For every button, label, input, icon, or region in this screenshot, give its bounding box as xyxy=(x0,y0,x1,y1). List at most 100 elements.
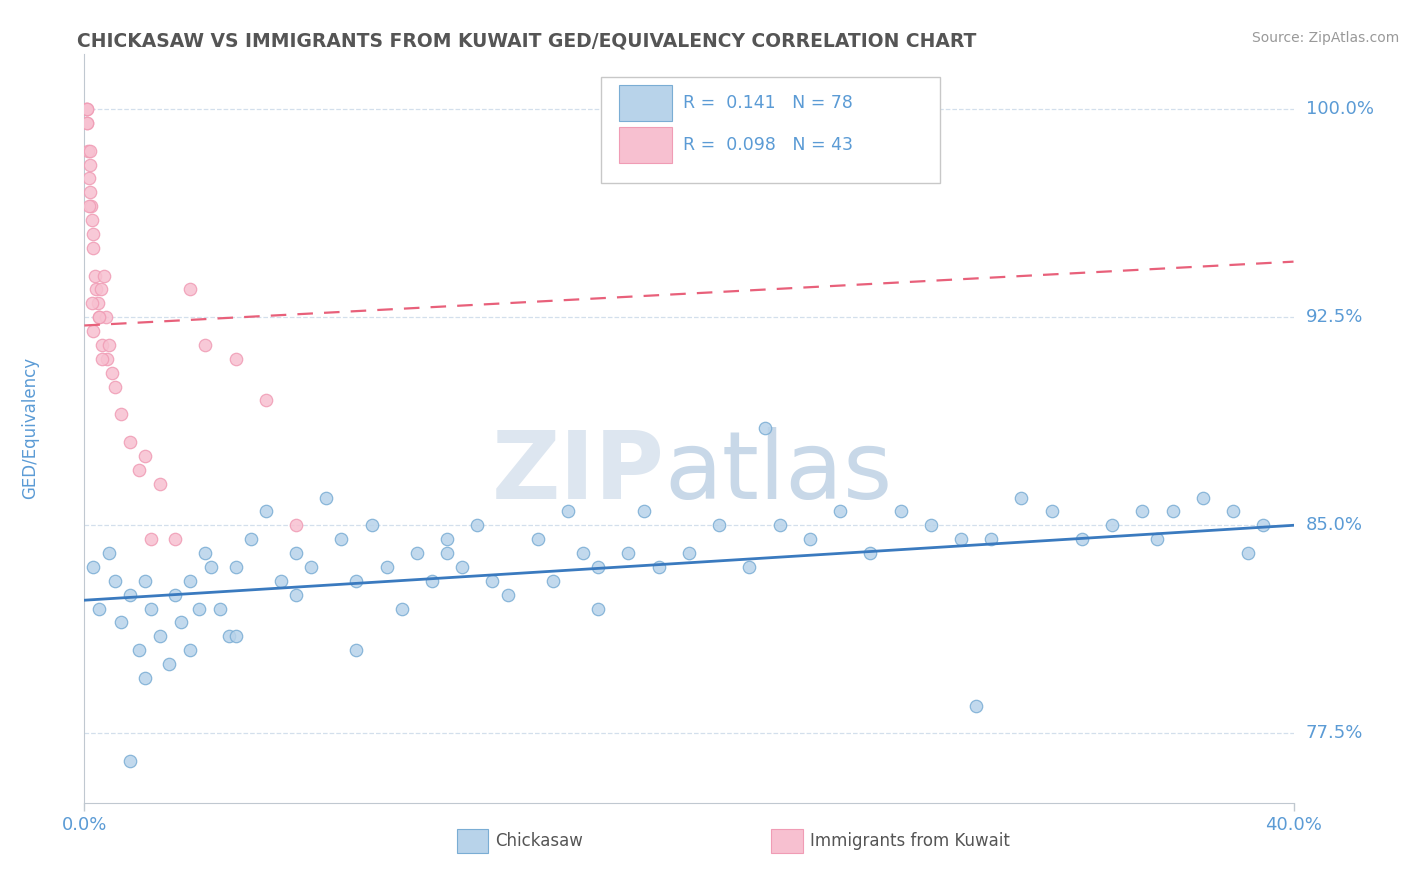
Point xyxy=(110,615,132,630)
Point xyxy=(77,171,100,186)
Point xyxy=(165,532,187,546)
Point xyxy=(1071,532,1094,546)
Text: Source: ZipAtlas.com: Source: ZipAtlas.com xyxy=(1251,31,1399,45)
Point xyxy=(188,601,211,615)
Point xyxy=(254,504,277,518)
Point xyxy=(79,186,101,200)
Point xyxy=(769,518,792,533)
Point xyxy=(225,560,247,574)
Point xyxy=(97,546,120,560)
Point xyxy=(709,518,731,533)
Point xyxy=(77,199,100,213)
Text: Chickasaw: Chickasaw xyxy=(495,832,583,850)
Point xyxy=(406,546,429,560)
Point xyxy=(194,338,217,352)
Point xyxy=(149,476,172,491)
Point xyxy=(94,310,117,325)
Point xyxy=(830,504,852,518)
Point xyxy=(118,754,141,768)
Point xyxy=(588,601,610,615)
Point xyxy=(588,560,610,574)
Point xyxy=(225,351,247,366)
Point xyxy=(194,546,217,560)
Point xyxy=(89,310,111,325)
Point xyxy=(76,102,98,116)
Text: Immigrants from Kuwait: Immigrants from Kuwait xyxy=(810,832,1010,850)
Point xyxy=(617,546,640,560)
Point xyxy=(1253,518,1275,533)
Point xyxy=(110,407,132,421)
Text: 77.5%: 77.5% xyxy=(1306,724,1362,742)
Point xyxy=(82,227,104,241)
Point xyxy=(890,504,912,518)
Point xyxy=(218,629,240,643)
Point xyxy=(1222,504,1244,518)
Point xyxy=(391,601,413,615)
Point xyxy=(1101,518,1123,533)
Point xyxy=(134,449,156,463)
Point xyxy=(738,560,761,574)
Point xyxy=(330,532,353,546)
Point xyxy=(100,366,122,380)
Point xyxy=(648,560,671,574)
Point xyxy=(527,532,550,546)
Point xyxy=(1237,546,1260,560)
FancyBboxPatch shape xyxy=(457,829,488,853)
Point xyxy=(1040,504,1063,518)
Point xyxy=(87,296,110,310)
Point xyxy=(1132,504,1154,518)
Point xyxy=(86,282,108,296)
Point xyxy=(80,213,103,227)
Text: ZIP: ZIP xyxy=(492,427,665,519)
Text: R =  0.098   N = 43: R = 0.098 N = 43 xyxy=(683,136,853,153)
Point xyxy=(1192,491,1215,505)
Point xyxy=(89,601,111,615)
Point xyxy=(165,588,187,602)
Point xyxy=(541,574,564,588)
Point xyxy=(1146,532,1168,546)
Point xyxy=(80,296,103,310)
Text: CHICKASAW VS IMMIGRANTS FROM KUWAIT GED/EQUIVALENCY CORRELATION CHART: CHICKASAW VS IMMIGRANTS FROM KUWAIT GED/… xyxy=(77,31,977,50)
Point xyxy=(96,351,118,366)
Point xyxy=(79,157,101,171)
FancyBboxPatch shape xyxy=(600,78,941,183)
Point xyxy=(270,574,292,588)
Point xyxy=(572,546,595,560)
Point xyxy=(254,393,277,408)
Point xyxy=(91,351,114,366)
Point xyxy=(76,116,98,130)
Point xyxy=(225,629,247,643)
Point xyxy=(76,116,98,130)
Point xyxy=(209,601,232,615)
Point xyxy=(118,435,141,450)
Text: 92.5%: 92.5% xyxy=(1306,308,1362,326)
Point xyxy=(285,546,308,560)
Point xyxy=(75,102,97,116)
Point xyxy=(239,532,262,546)
Point xyxy=(678,546,700,560)
Point xyxy=(82,324,104,338)
Point xyxy=(315,491,337,505)
Point xyxy=(157,657,180,671)
Point xyxy=(84,268,107,283)
Point xyxy=(451,560,474,574)
Point xyxy=(149,629,172,643)
Point xyxy=(90,282,112,296)
FancyBboxPatch shape xyxy=(619,86,672,121)
Point xyxy=(82,241,104,255)
Point xyxy=(93,268,115,283)
Point xyxy=(420,574,443,588)
Text: 100.0%: 100.0% xyxy=(1306,100,1374,118)
Text: R =  0.141   N = 78: R = 0.141 N = 78 xyxy=(683,95,853,112)
Text: 85.0%: 85.0% xyxy=(1306,516,1362,534)
Point xyxy=(128,463,150,477)
Point xyxy=(118,588,141,602)
Point xyxy=(170,615,193,630)
Point xyxy=(1011,491,1033,505)
Text: atlas: atlas xyxy=(665,427,893,519)
Point xyxy=(360,518,382,533)
Point xyxy=(965,698,987,713)
Point xyxy=(97,338,120,352)
Point xyxy=(859,546,882,560)
Point xyxy=(496,588,519,602)
